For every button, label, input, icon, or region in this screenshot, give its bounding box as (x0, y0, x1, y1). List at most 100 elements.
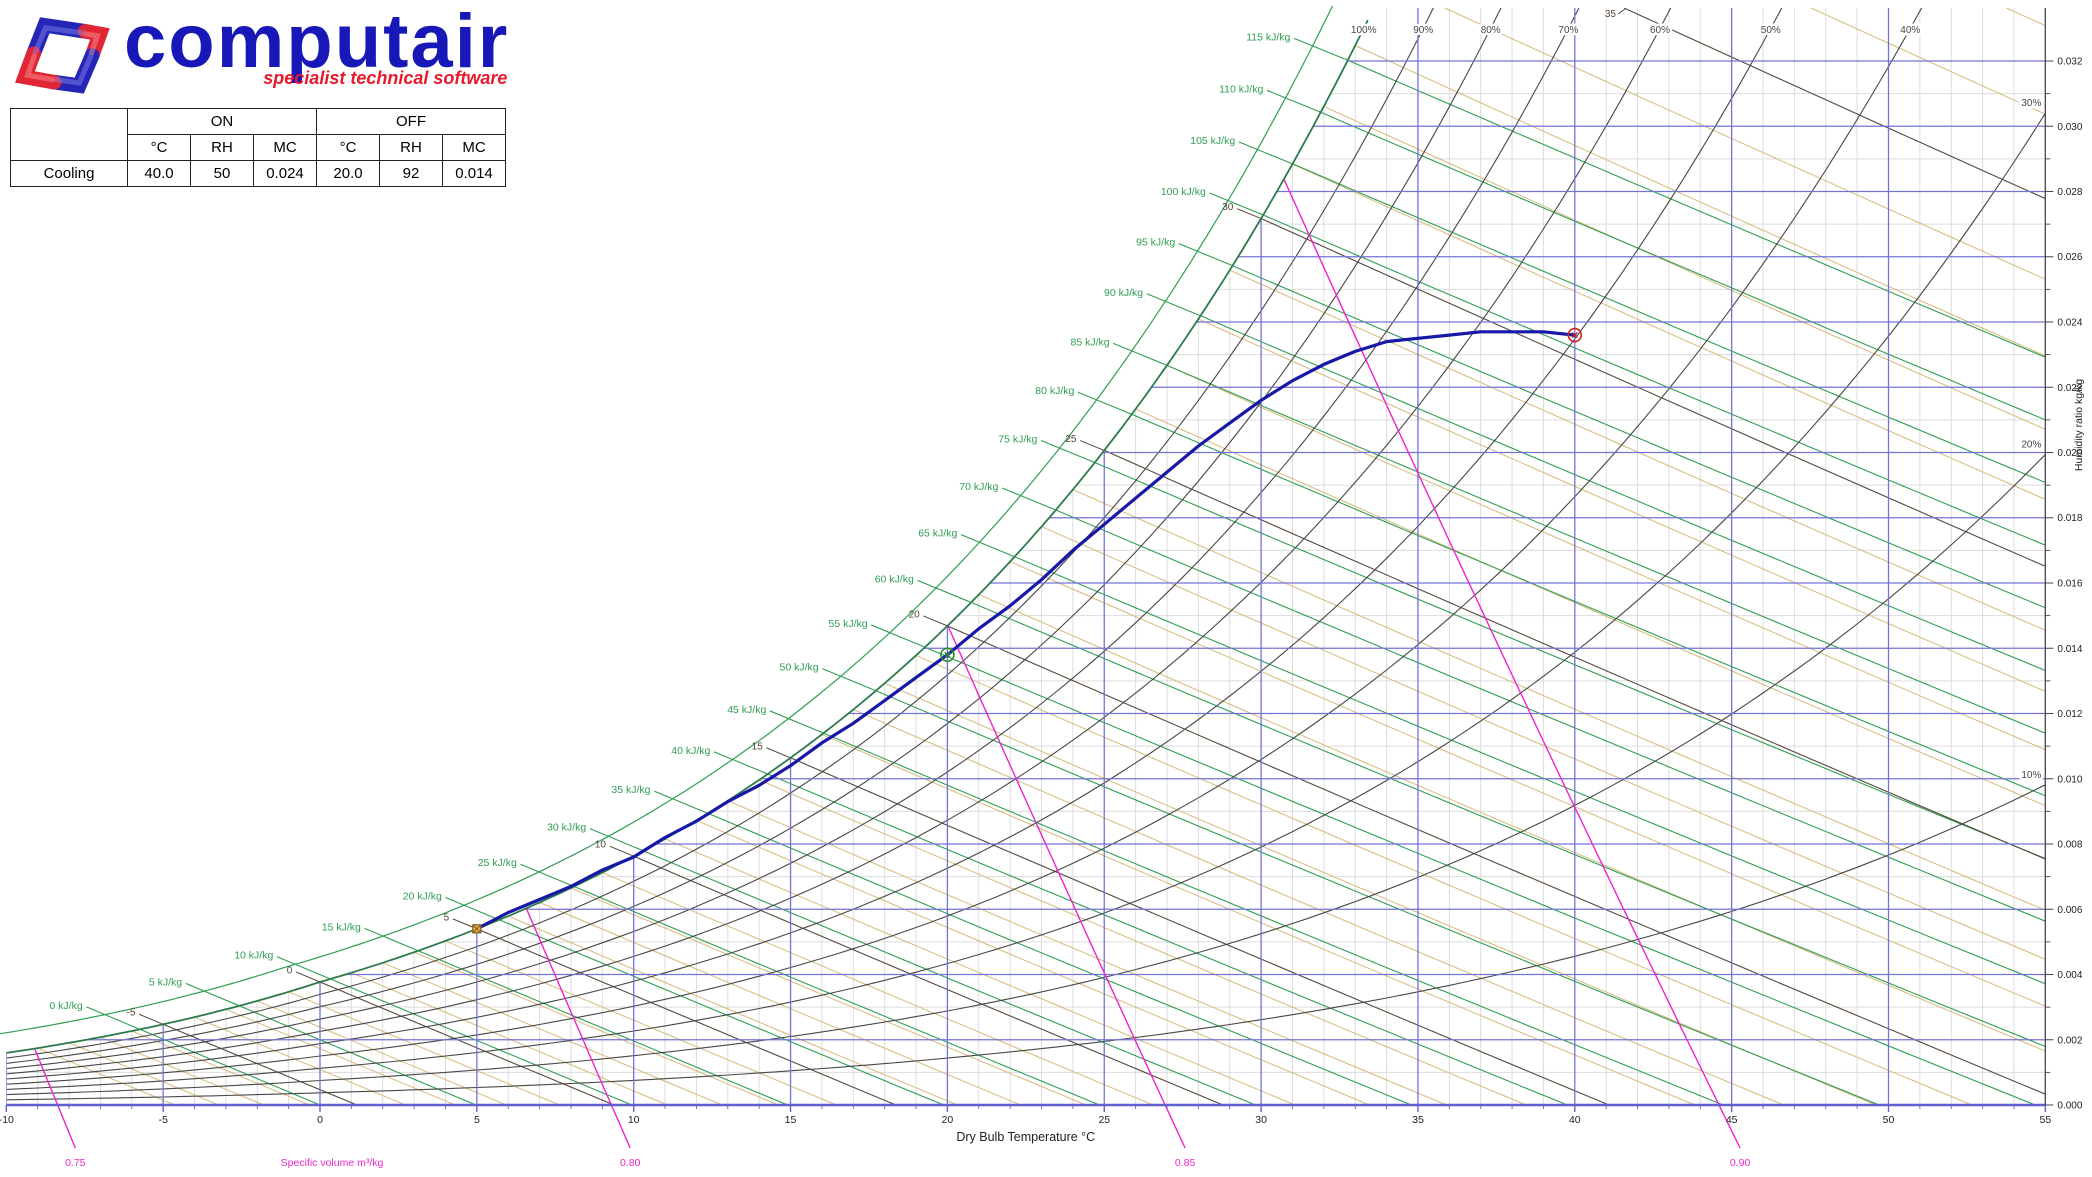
table-sub-header: °C (316, 134, 380, 161)
y-axis-title: Humidity ratio kg/kg (2073, 379, 2085, 471)
y-axis-tick-label: 0.028 (2057, 187, 2082, 198)
off-point-marker-cross (944, 651, 951, 658)
rh-curve (6, 784, 2046, 1101)
wet-bulb-leader (138, 1013, 164, 1025)
x-axis-tick-label: 40 (1569, 1114, 1581, 1126)
enthalpy-tick (445, 897, 500, 921)
axes: -10 -5 0 5 10 15 20 25 30 35 40 45 50 550.0000.0020.0… (0, 8, 2085, 1144)
y-axis-tick-label: 0.004 (2057, 970, 2082, 981)
specific-volume-lines (33, 178, 1741, 1149)
specific-volume-line (525, 908, 631, 1149)
x-axis-tick-label: 30 (1255, 1114, 1267, 1126)
enthalpy-label: 100 kJ/kg (1161, 186, 1206, 198)
enthalpy-line (823, 732, 1724, 1105)
x-axis-tick-label: 5 (474, 1114, 480, 1126)
wet-bulb-minor-line (1198, 318, 2046, 692)
specific-volume-value-label: 0.75 (65, 1157, 86, 1169)
wet-bulb-leader (923, 615, 948, 627)
enthalpy-line (643, 850, 1256, 1105)
table-sub-header: °C (127, 134, 191, 161)
wet-bulb-label: -5 (127, 1008, 136, 1019)
rh-curve (6, 454, 2046, 1096)
enthalpy-tick (1209, 192, 1264, 216)
wet-bulb-leader (766, 747, 791, 759)
rh-label-top: 80% (1481, 25, 1501, 36)
enthalpy-label: 30 kJ/kg (547, 822, 586, 834)
enthalpy-line (417, 950, 788, 1105)
enthalpy-tick (917, 579, 972, 603)
wet-bulb-labels: -5 0 5 10 15 20 25 30 35 (127, 8, 1626, 1025)
enthalpy-label: 115 kJ/kg (1246, 31, 1290, 43)
table-value-cell: 0.024 (253, 160, 317, 187)
wet-bulb-minor-line (1354, 45, 2046, 357)
specific-volume-value-label: 0.80 (620, 1157, 641, 1169)
enthalpy-tick (1113, 342, 1168, 366)
enthalpy-line (1131, 413, 2046, 797)
wet-bulb-minor-line (1041, 526, 2046, 960)
specific-volume-line (33, 1048, 76, 1149)
enthalpy-line (924, 646, 2036, 1105)
y-axis-tick-label: 0.026 (2057, 252, 2082, 263)
rh-labels: 100% 90% 80% 70% 60% 50% 40% 30% 20% 10% (1348, 23, 2044, 784)
process-line (475, 330, 1577, 931)
logo-highlight (24, 52, 56, 83)
x-axis-tick-label: 20 (942, 1114, 954, 1126)
enthalpy-line (573, 885, 1100, 1105)
specific-volume-value-label: 0.90 (1730, 1157, 1751, 1169)
enthalpy-ticks (86, 37, 1348, 1030)
specific-volume-line (947, 625, 1186, 1149)
enthalpy-tick (520, 863, 575, 887)
enthalpy-line (767, 773, 1568, 1105)
enthalpy-tick (589, 828, 644, 852)
off-point-marker (940, 647, 955, 663)
logo-ring-red-right (77, 24, 110, 63)
y-axis-tick-label: 0.008 (2057, 840, 2082, 851)
enthalpy-tick (713, 751, 768, 775)
x-axis-tick-label: 50 (1883, 1114, 1895, 1126)
wet-bulb-minor-lines (37, 8, 2046, 1105)
table-group-header: OFF (316, 108, 506, 135)
wet-bulb-minor-line (978, 594, 2046, 1052)
wet-bulb-major-line (319, 981, 615, 1105)
enthalpy-label: 55 kJ/kg (828, 618, 867, 630)
wet-bulb-minor-line (696, 819, 1370, 1105)
enthalpy-label: 110 kJ/kg (1219, 83, 1263, 95)
enthalpy-label: 50 kJ/kg (779, 662, 818, 674)
enthalpy-label: 40 kJ/kg (671, 745, 710, 757)
rh-label-top: 50% (1761, 25, 1781, 36)
specific-volume-value-label: 0.85 (1175, 1157, 1196, 1169)
wet-bulb-major-line (1623, 8, 2046, 200)
wet-bulb-minor-line (727, 800, 1447, 1105)
wet-bulb-minor-line (1135, 408, 2046, 807)
wet-bulb-label: 10 (595, 840, 607, 851)
enthalpy-tick (1040, 439, 1095, 464)
wet-bulb-major-lines (162, 8, 2046, 1105)
enthalpy-line (707, 812, 1412, 1105)
enthalpy-label: 65 kJ/kg (918, 528, 957, 540)
wet-bulb-minor-line (413, 951, 779, 1105)
enthalpy-tick (654, 790, 709, 814)
enthalpy-label: 0 kJ/kg (49, 1000, 82, 1012)
wet-bulb-leader (1080, 440, 1105, 451)
x-axis-tick-label: -10 (0, 1114, 14, 1126)
enthalpy-line (1200, 315, 2046, 672)
process-group (472, 327, 1583, 934)
y-axis-tick-label: 0.010 (2057, 774, 2082, 785)
enthalpy-label: 70 kJ/kg (959, 481, 998, 493)
enthalpy-label: 10 kJ/kg (234, 950, 273, 962)
enthalpy-label: 25 kJ/kg (478, 857, 517, 869)
y-axis-tick-label: 0.016 (2057, 579, 2082, 590)
wet-bulb-leader (609, 845, 634, 857)
enthalpy-tick (185, 982, 240, 1007)
on-point-marker (1567, 327, 1583, 343)
on-point-marker-ring (1567, 327, 1583, 343)
enthalpy-tick (86, 1006, 141, 1030)
enthalpy-tick (1146, 293, 1201, 317)
enthalpy-line (1347, 59, 2046, 358)
brand-name: computair (124, 0, 510, 84)
y-axis-tick-label: 0.018 (2057, 513, 2082, 524)
row-label: Cooling (10, 160, 128, 187)
wet-bulb-major-line (1260, 217, 2046, 567)
wet-bulb-label: 0 (287, 965, 293, 976)
rh-label-top: 70% (1558, 25, 1578, 36)
